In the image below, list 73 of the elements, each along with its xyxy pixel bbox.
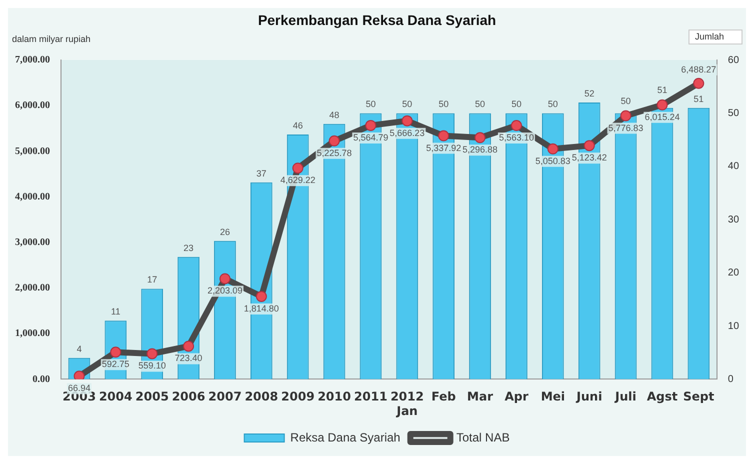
y-tick-label: 6,000.00 bbox=[15, 100, 50, 112]
data-label: 50 bbox=[511, 99, 522, 110]
data-label: 6,015.24 bbox=[644, 112, 680, 122]
data-label: 17 bbox=[147, 274, 158, 285]
data-label: 5,225.78 bbox=[316, 148, 352, 158]
data-label: 50 bbox=[620, 96, 631, 106]
y-axis-title: dalam milyar rupiah bbox=[12, 34, 91, 44]
data-label: 6,488.27 bbox=[681, 64, 716, 74]
data-label: 5,123.42 bbox=[572, 152, 607, 163]
data-label: 4,629.22 bbox=[280, 175, 316, 186]
y-tick-label: 3,000.00 bbox=[15, 236, 50, 248]
x-tick-label: Juni bbox=[576, 390, 602, 404]
y-tick-label: 4,000.00 bbox=[15, 191, 50, 202]
y-tick-label: 1,000.00 bbox=[15, 328, 50, 340]
data-label: 52 bbox=[584, 88, 594, 99]
x-tick-label: 2007 bbox=[208, 390, 242, 404]
data-label: 559.10 bbox=[138, 360, 166, 371]
data-label: 50 bbox=[402, 99, 412, 110]
data-label: 50 bbox=[475, 99, 486, 110]
y2-tick-label: 20 bbox=[728, 268, 740, 279]
x-tick-label: 2009 bbox=[281, 390, 315, 404]
data-label: 51 bbox=[657, 84, 668, 95]
x-tick-label: Mei bbox=[540, 390, 566, 404]
y2-tick-label: 40 bbox=[728, 161, 740, 172]
data-label: 46 bbox=[292, 120, 303, 130]
data-label: 5,296.88 bbox=[462, 144, 498, 155]
x-tick-label: 2005 bbox=[135, 390, 169, 404]
data-label: 5,564.79 bbox=[353, 132, 388, 142]
x-tick-label: Agst bbox=[646, 390, 678, 404]
data-label: 2,203.09 bbox=[207, 286, 242, 296]
data-label: 37 bbox=[256, 168, 266, 178]
data-label: 5,666.23 bbox=[390, 128, 425, 138]
data-label: 50 bbox=[366, 99, 376, 110]
y2-tick-label: 30 bbox=[728, 214, 740, 226]
legend-label: Reksa Dana Syariah bbox=[290, 430, 400, 444]
data-label: 723.40 bbox=[174, 353, 202, 364]
data-label: 26 bbox=[220, 226, 230, 237]
x-tick-label: 2008 bbox=[244, 390, 278, 404]
x-tick-label: Sept bbox=[683, 390, 714, 404]
data-label: 66.94 bbox=[68, 383, 90, 394]
data-label: 592.75 bbox=[102, 359, 130, 370]
y-tick-label: 7,000.00 bbox=[15, 54, 50, 66]
data-label: 50 bbox=[548, 99, 558, 110]
data-label: 50 bbox=[438, 99, 449, 110]
x-tick-label: Juli bbox=[614, 390, 636, 404]
legend-label: Total NAB bbox=[456, 430, 510, 444]
x-tick-label: 2004 bbox=[98, 390, 132, 404]
x-tick-label: Apr bbox=[504, 390, 528, 404]
data-label: 5,050.83 bbox=[535, 156, 570, 166]
x-tick-label: 2010 bbox=[318, 390, 351, 404]
data-label: 51 bbox=[694, 94, 704, 104]
y2-tick-label: 50 bbox=[728, 108, 740, 119]
data-label: 5,563.10 bbox=[498, 132, 534, 143]
data-label: 5,337.92 bbox=[426, 142, 462, 153]
y2-tick-label: 60 bbox=[728, 54, 740, 66]
x-tick-label: Mar bbox=[467, 390, 494, 404]
x-tick-label: Feb bbox=[431, 390, 456, 404]
x-tick-label: 2006 bbox=[172, 390, 206, 404]
data-label: 5,776.83 bbox=[608, 122, 644, 133]
chart-title: Perkembangan Reksa Dana Syariah bbox=[258, 12, 496, 28]
y-tick-label: 5,000.00 bbox=[15, 146, 50, 157]
data-label: 48 bbox=[329, 110, 340, 120]
x-tick-label: 2011 bbox=[354, 390, 388, 404]
data-label: 11 bbox=[110, 306, 120, 317]
data-label: 23 bbox=[184, 242, 194, 253]
y2-tick-label: 10 bbox=[728, 320, 740, 332]
data-label: 4 bbox=[76, 344, 82, 354]
y-tick-label: 0.00 bbox=[32, 374, 50, 385]
x-tick-label: 2012 Jan bbox=[390, 390, 424, 418]
y-tick-label: 2,000.00 bbox=[15, 282, 50, 294]
text: Jumlah bbox=[694, 31, 724, 42]
y2-tick-label: 0 bbox=[728, 374, 734, 385]
data-label: 1,814.80 bbox=[244, 303, 279, 314]
